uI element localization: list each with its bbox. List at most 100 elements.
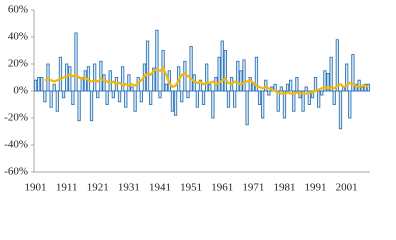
bar xyxy=(345,63,349,92)
bar xyxy=(61,90,66,99)
bar xyxy=(267,90,271,96)
bar xyxy=(307,90,311,105)
bar xyxy=(264,79,268,92)
bar xyxy=(198,79,203,92)
x-tick-label: 1911 xyxy=(56,182,78,194)
bar xyxy=(332,90,336,105)
bar xyxy=(186,90,190,99)
bar xyxy=(152,67,156,92)
bar xyxy=(52,83,56,92)
bar xyxy=(261,90,265,119)
bar xyxy=(108,70,112,92)
bar xyxy=(236,60,240,92)
y-tick-label: 0% xyxy=(13,85,28,97)
y-tick-label: -20% xyxy=(4,112,28,124)
bar xyxy=(323,70,327,92)
y-tick-label: -40% xyxy=(4,139,28,151)
x-tick-label: 1921 xyxy=(87,182,109,194)
bar xyxy=(74,32,78,92)
bar xyxy=(335,39,339,92)
bar xyxy=(282,90,287,119)
bar xyxy=(89,90,94,122)
bar xyxy=(121,66,125,92)
bar xyxy=(164,83,168,92)
bar xyxy=(117,90,122,103)
bar xyxy=(46,63,50,92)
bar xyxy=(83,70,87,92)
bar xyxy=(245,90,249,126)
bar xyxy=(320,90,324,96)
bar xyxy=(68,66,72,92)
bar xyxy=(183,60,187,92)
bar xyxy=(226,90,231,108)
bar xyxy=(295,77,299,92)
bar xyxy=(313,77,318,92)
bar xyxy=(180,90,184,103)
bar xyxy=(170,90,175,112)
bar xyxy=(254,56,259,92)
bar xyxy=(99,60,103,92)
x-tick-label: 2001 xyxy=(336,182,358,194)
bar xyxy=(158,90,162,99)
bar xyxy=(173,90,178,116)
x-tick-label: 1931 xyxy=(118,182,140,194)
bar xyxy=(102,74,106,92)
bar xyxy=(351,54,355,92)
x-tick-label: 1961 xyxy=(211,182,233,194)
bar xyxy=(139,90,143,103)
bar xyxy=(201,90,206,105)
bar xyxy=(105,90,109,105)
bar xyxy=(239,70,243,92)
bar xyxy=(33,79,38,92)
bar xyxy=(96,90,100,99)
bar xyxy=(208,83,212,92)
bar xyxy=(155,29,159,92)
bar xyxy=(43,90,47,103)
bar xyxy=(242,59,246,92)
x-tick-label: 1981 xyxy=(273,182,295,194)
bar xyxy=(127,74,131,92)
chart: -60% -40% -20% 0% 20% 40% 60% 1901 1911 1921 1931 1… xyxy=(4,4,371,194)
y-tick-label: 40% xyxy=(8,31,28,43)
bar xyxy=(111,90,115,99)
bar xyxy=(251,83,255,92)
bar xyxy=(217,56,221,92)
bar xyxy=(195,90,199,108)
bar xyxy=(49,90,53,108)
bar xyxy=(37,77,41,92)
bar xyxy=(360,86,364,92)
bar xyxy=(220,40,224,92)
bar xyxy=(71,90,75,105)
y-tick-label: 20% xyxy=(8,58,28,70)
bar xyxy=(326,72,330,92)
bar xyxy=(285,83,290,92)
bar xyxy=(354,83,358,92)
y-tick-label: 60% xyxy=(8,4,28,16)
bar xyxy=(233,90,237,108)
x-tick-label: 1901 xyxy=(25,182,47,194)
bar xyxy=(301,90,305,112)
bar xyxy=(58,56,63,92)
bar xyxy=(149,90,153,105)
bar xyxy=(317,90,321,108)
bar xyxy=(338,90,343,130)
bar xyxy=(133,90,137,112)
bar xyxy=(124,90,128,108)
bar xyxy=(223,50,227,92)
y-tick-label: -60% xyxy=(4,166,28,178)
bar xyxy=(145,40,150,92)
bar xyxy=(348,90,352,119)
bar xyxy=(93,63,97,92)
bar xyxy=(329,56,333,92)
bar xyxy=(289,79,293,92)
x-tick-label: 1941 xyxy=(149,182,171,194)
bar xyxy=(363,83,367,92)
bar xyxy=(211,90,215,119)
bar xyxy=(55,90,59,112)
x-tick-label: 1951 xyxy=(180,182,202,194)
bar xyxy=(292,90,296,112)
bar xyxy=(257,90,262,105)
bar xyxy=(276,90,280,112)
bar xyxy=(248,77,252,92)
bar xyxy=(80,77,84,92)
